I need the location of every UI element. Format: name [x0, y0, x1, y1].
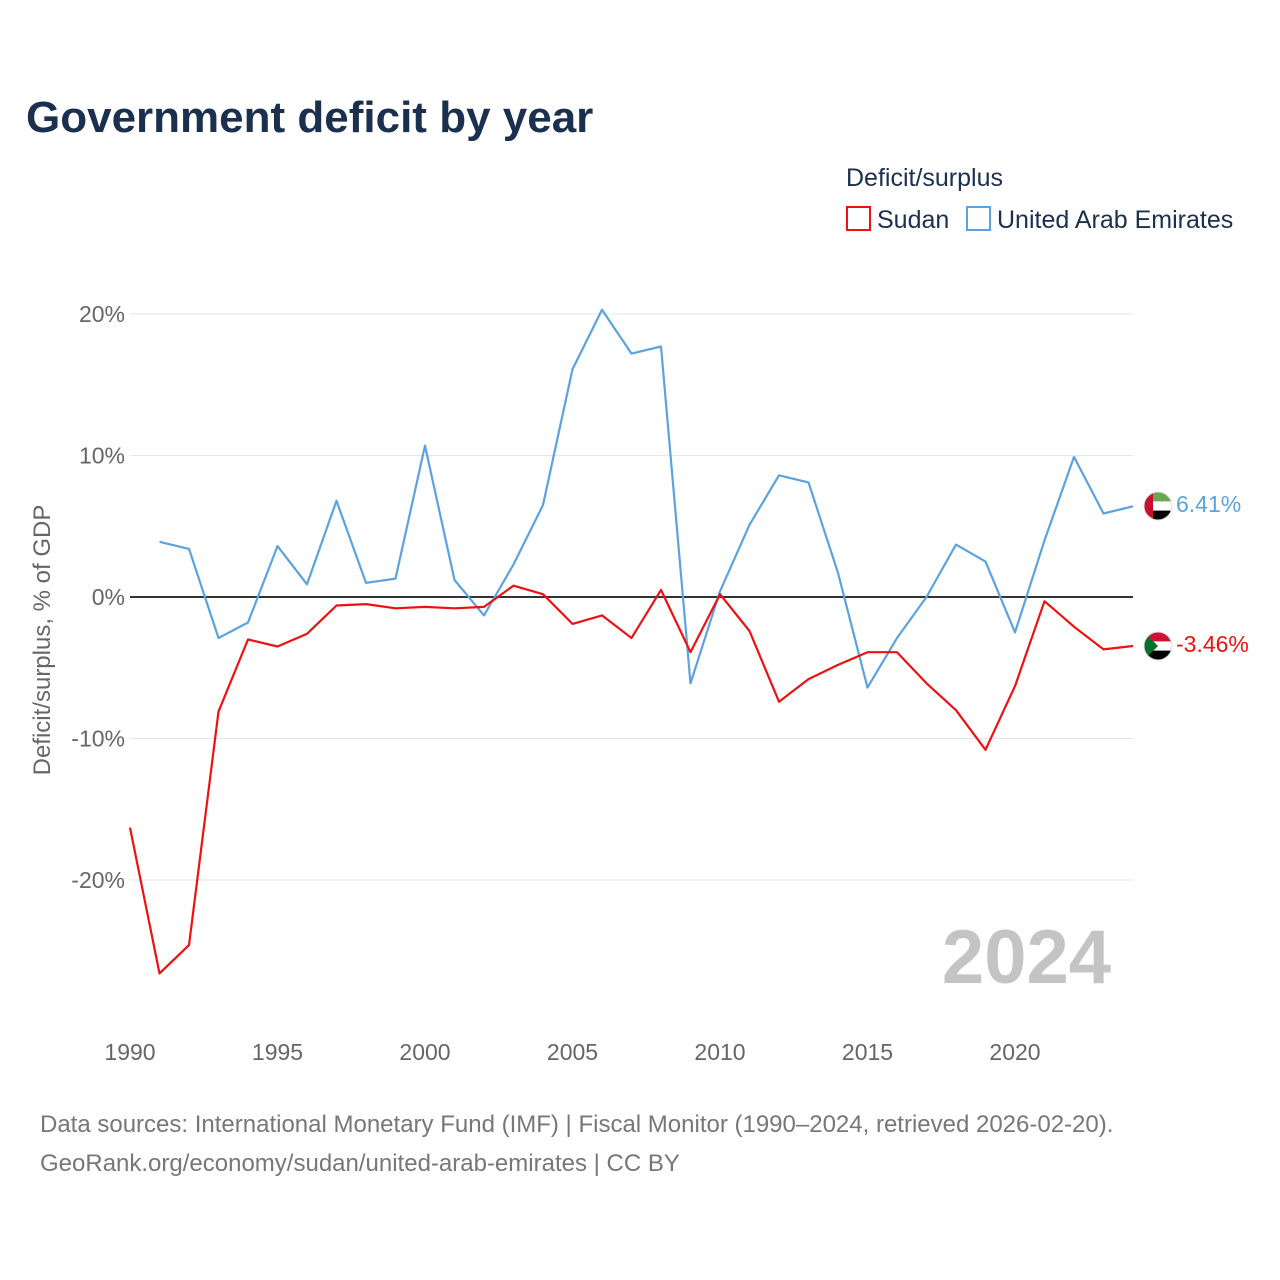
- x-tick-label: 2005: [547, 1039, 598, 1065]
- legend: Deficit/surplus Sudan United Arab Emirat…: [846, 164, 1233, 234]
- x-tick-labels: 1990 1995 2000 2005 2010 2015 2020: [104, 1039, 1040, 1065]
- uae-flag-icon: [1143, 491, 1173, 521]
- sudan-end-value: -3.46%: [1176, 631, 1249, 657]
- year-watermark: 2024: [942, 915, 1111, 1000]
- source-line-1: Data sources: International Monetary Fun…: [40, 1111, 1113, 1138]
- y-tick-label: -10%: [71, 726, 125, 752]
- y-tick-label: 20%: [79, 301, 125, 327]
- x-tick-label: 2000: [399, 1039, 450, 1065]
- sudan-flag-icon: [1143, 631, 1173, 661]
- x-tick-label: 1990: [104, 1039, 155, 1065]
- legend-label-uae[interactable]: United Arab Emirates: [997, 206, 1233, 234]
- x-tick-label: 1995: [252, 1039, 303, 1065]
- series-lines: [128, 308, 1134, 975]
- y-tick-labels: 20% 10% 0% -10% -20%: [71, 301, 125, 893]
- source-line-2[interactable]: GeoRank.org/economy/sudan/united-arab-em…: [40, 1150, 680, 1177]
- series-line-sudan[interactable]: [128, 584, 1134, 975]
- x-tick-label: 2020: [989, 1039, 1040, 1065]
- x-tick-label: 2015: [842, 1039, 893, 1065]
- grid: [130, 313, 1133, 881]
- y-axis-label: Deficit/surplus, % of GDP: [29, 505, 56, 776]
- legend-swatch-uae[interactable]: [966, 206, 991, 231]
- uae-end-value: 6.41%: [1176, 491, 1241, 517]
- series-line-united-arab-emirates[interactable]: [159, 308, 1134, 689]
- y-tick-label: 10%: [79, 443, 125, 469]
- legend-swatch-sudan[interactable]: [846, 206, 871, 231]
- y-tick-label: 0%: [92, 584, 125, 610]
- chart-title: Government deficit by year: [26, 93, 593, 142]
- y-tick-label: -20%: [71, 867, 125, 893]
- x-tick-label: 2010: [694, 1039, 745, 1065]
- legend-title: Deficit/surplus: [846, 164, 1003, 192]
- legend-label-sudan[interactable]: Sudan: [877, 206, 949, 234]
